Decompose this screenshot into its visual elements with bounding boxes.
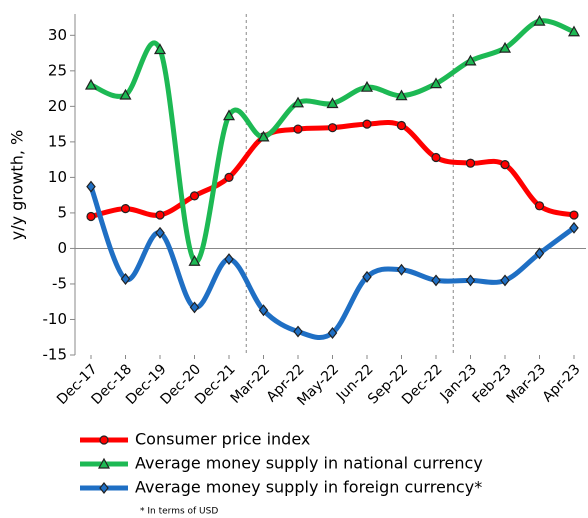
y-tick-label: -15 <box>43 346 68 364</box>
marker <box>533 14 546 26</box>
marker <box>155 226 165 239</box>
y-tick-label: 25 <box>48 61 67 79</box>
marker <box>189 301 200 314</box>
marker <box>120 273 131 285</box>
marker <box>86 211 96 222</box>
marker <box>567 25 581 37</box>
y-axis-label: y/y growth, % <box>8 130 27 240</box>
marker <box>257 130 270 142</box>
marker <box>498 41 512 53</box>
marker <box>293 124 303 134</box>
marker <box>291 96 305 108</box>
marker <box>362 270 372 283</box>
marker <box>500 274 510 287</box>
y-tick-label: 5 <box>57 203 67 221</box>
x-tick-label: Mar-22 <box>228 361 274 407</box>
legend-label: Average money supply in foreign currency… <box>135 478 482 497</box>
marker <box>569 221 579 234</box>
y-tick-label: 20 <box>48 97 67 115</box>
marker <box>465 158 476 168</box>
marker <box>119 88 132 100</box>
marker <box>429 77 443 89</box>
marker <box>84 78 98 90</box>
marker <box>222 109 236 121</box>
marker <box>188 254 201 266</box>
marker <box>500 160 510 170</box>
marker <box>327 327 338 339</box>
marker <box>224 172 234 182</box>
legend-label: Consumer price index <box>135 430 310 449</box>
footnote: * In terms of USD <box>140 507 218 517</box>
y-tick-label: 30 <box>48 26 67 44</box>
legend-marker <box>99 435 109 445</box>
marker <box>360 80 374 92</box>
marker <box>362 119 372 129</box>
marker <box>189 191 200 201</box>
marker <box>155 210 165 220</box>
marker <box>293 325 303 338</box>
marker <box>465 274 476 287</box>
legend-label: Average money supply in national currenc… <box>135 454 483 473</box>
series-line <box>88 18 577 264</box>
marker <box>569 210 579 220</box>
marker <box>534 247 545 260</box>
legend-marker <box>99 482 109 494</box>
x-tick-label: Mar-23 <box>504 361 550 407</box>
y-tick-label: 0 <box>57 239 67 257</box>
legend-marker <box>97 457 111 469</box>
marker <box>86 180 96 193</box>
marker <box>431 152 441 163</box>
marker <box>120 204 131 214</box>
marker <box>327 123 338 133</box>
y-tick-label: -10 <box>43 310 68 328</box>
marker <box>258 304 269 317</box>
marker <box>396 263 407 276</box>
marker <box>326 97 339 109</box>
marker <box>534 201 545 211</box>
y-tick-label: -5 <box>52 274 67 292</box>
marker <box>153 43 167 55</box>
y-tick-label: 15 <box>48 132 67 150</box>
marker <box>431 274 441 287</box>
x-tick-label: Apr-23 <box>540 361 584 405</box>
marker <box>396 120 407 131</box>
y-tick-label: 10 <box>48 168 67 186</box>
series-line <box>88 120 577 219</box>
series-line <box>88 184 577 341</box>
marker <box>224 253 234 266</box>
marker <box>464 54 477 66</box>
marker <box>395 89 408 101</box>
